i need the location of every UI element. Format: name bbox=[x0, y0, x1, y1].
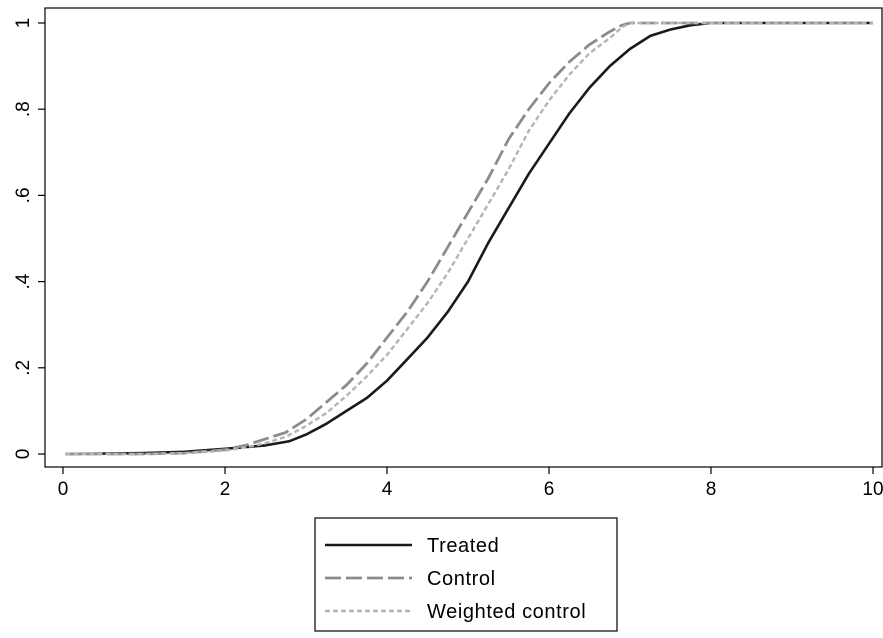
legend-label: Weighted control bbox=[427, 601, 586, 623]
y-tick-label: .8 bbox=[13, 101, 34, 117]
y-tick-label: .4 bbox=[13, 273, 34, 289]
series-layer bbox=[65, 21, 873, 456]
axes-layer: 0 2 4 6 8 10 0 .2 .4 .6 .8 1 bbox=[13, 7, 883, 500]
x-tick-label: 4 bbox=[382, 479, 393, 500]
y-tick-label: .6 bbox=[13, 187, 34, 203]
x-tick-label: 6 bbox=[544, 479, 555, 500]
legend: Treated Control Weighted control bbox=[314, 517, 618, 632]
x-tick-label: 2 bbox=[220, 479, 231, 500]
x-tick-label: 8 bbox=[706, 479, 717, 500]
legend-label: Control bbox=[427, 568, 496, 590]
y-tick-label: 0 bbox=[13, 449, 34, 460]
legend-label: Treated bbox=[427, 535, 499, 557]
y-tick-label: .2 bbox=[13, 360, 34, 376]
plot-frame bbox=[44, 7, 883, 468]
x-tick-label: 0 bbox=[58, 479, 69, 500]
series-line-weighted-control bbox=[65, 21, 873, 456]
series-line-control bbox=[65, 21, 873, 456]
series-line-treated bbox=[65, 21, 873, 456]
y-tick-label: 1 bbox=[13, 18, 34, 29]
x-tick-label: 10 bbox=[862, 479, 883, 500]
